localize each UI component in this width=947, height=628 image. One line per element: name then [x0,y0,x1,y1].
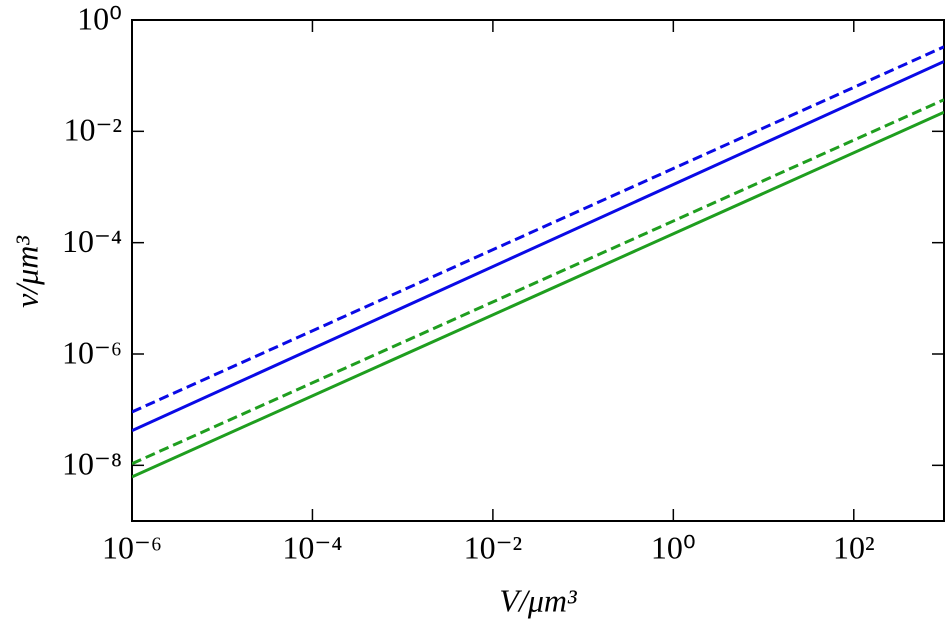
x-axis-label: V/μm³ [499,582,577,618]
data-line [132,45,944,414]
plot-frame [131,19,945,522]
y-tick-label: 10⁰ [77,0,122,36]
y-tick-label: 10⁻⁴ [62,223,122,259]
x-tick-label: 10⁻⁶ [102,529,162,565]
data-line [132,60,944,433]
x-tick-label: 10⁰ [651,529,696,565]
y-tick-label: 10⁻² [64,112,122,148]
x-tick-label: 10⁻² [464,529,522,565]
y-tick-label: 10⁻⁸ [62,446,122,482]
data-line [132,110,944,479]
x-tick-label: 10² [833,529,875,565]
y-tick-label: 10⁻⁶ [62,334,122,370]
x-tick-label: 10⁻⁴ [282,529,342,565]
data-line [132,98,944,466]
y-axis-label: ν/μm³ [8,236,44,308]
